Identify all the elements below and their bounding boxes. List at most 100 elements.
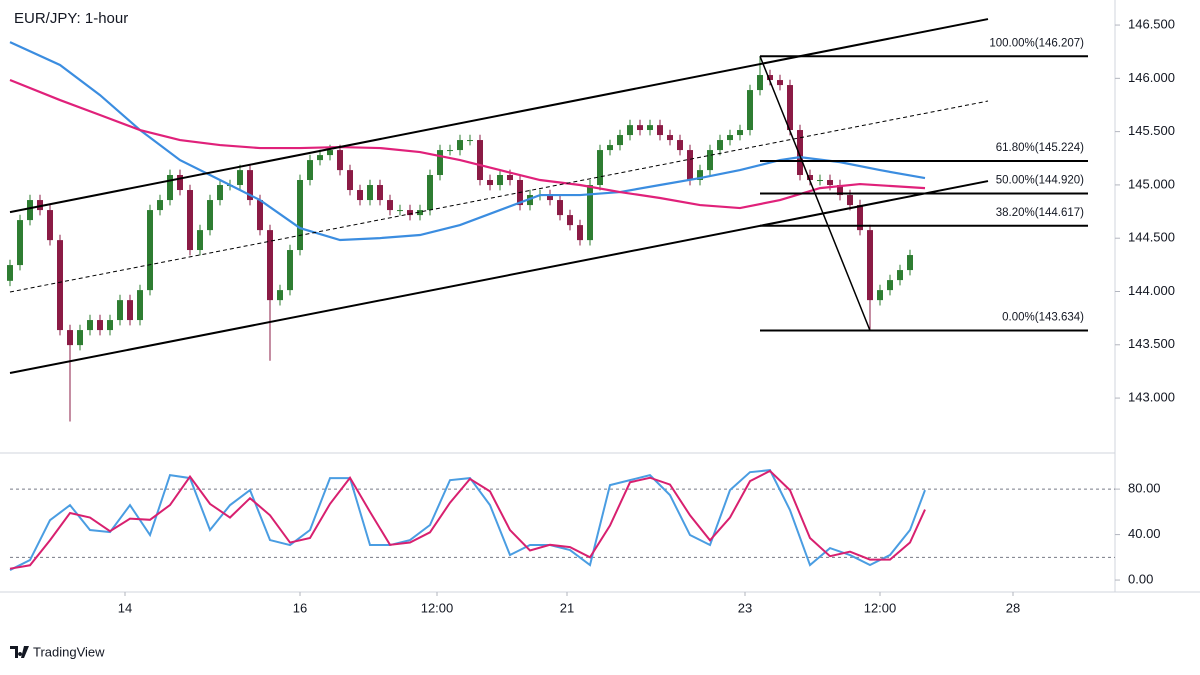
candle-body bbox=[837, 185, 843, 196]
candle-body bbox=[717, 140, 723, 151]
candle-body bbox=[357, 190, 363, 201]
candle-body bbox=[497, 175, 503, 186]
candle-body bbox=[187, 190, 193, 251]
candle-body bbox=[327, 150, 333, 156]
candle-body bbox=[167, 175, 173, 201]
brand-name: TradingView bbox=[33, 644, 105, 659]
x-tick-label: 23 bbox=[738, 600, 752, 615]
fib-label: 50.00%(144.920) bbox=[996, 174, 1084, 186]
y-tick-label: 144.500 bbox=[1128, 230, 1175, 245]
fib-label: 61.80%(145.224) bbox=[996, 142, 1084, 154]
fib-label: 0.00%(143.634) bbox=[1002, 312, 1084, 324]
candle-body bbox=[277, 290, 283, 301]
candle-body bbox=[777, 80, 783, 86]
candle-body bbox=[507, 175, 513, 181]
candle-body bbox=[907, 255, 913, 271]
candle-body bbox=[737, 130, 743, 136]
candle-body bbox=[317, 155, 323, 161]
candle-body bbox=[237, 170, 243, 186]
candle-body bbox=[87, 320, 93, 331]
candle-body bbox=[387, 200, 393, 211]
y-tick-label: 146.500 bbox=[1128, 16, 1175, 31]
candle-body bbox=[407, 210, 413, 216]
candle-body bbox=[887, 280, 893, 291]
candle-body bbox=[657, 125, 663, 136]
candle-body bbox=[207, 200, 213, 231]
candle-body bbox=[117, 300, 123, 321]
fib-trend-line bbox=[759, 55, 871, 331]
candle-body bbox=[307, 160, 313, 181]
candle-body bbox=[827, 180, 833, 186]
candle-body bbox=[287, 250, 293, 291]
candle-body bbox=[607, 145, 613, 151]
candle-body bbox=[367, 185, 373, 201]
candle-body bbox=[17, 220, 23, 266]
fib-label: 38.20%(144.617) bbox=[996, 207, 1084, 219]
candle-body bbox=[257, 200, 263, 231]
candle-body bbox=[817, 180, 823, 182]
x-tick-label: 16 bbox=[293, 600, 307, 615]
channel-line bbox=[9, 18, 989, 214]
channel-line bbox=[9, 180, 989, 375]
channel-midline bbox=[9, 100, 989, 293]
candle-body bbox=[747, 90, 753, 131]
candle-body bbox=[97, 320, 103, 331]
x-tick-label: 12:00 bbox=[864, 600, 897, 615]
candle-body bbox=[767, 75, 773, 81]
candle-body bbox=[47, 210, 53, 241]
candle-body bbox=[587, 185, 593, 241]
oscillator-line bbox=[9, 469, 926, 570]
candle-body bbox=[197, 230, 203, 251]
candle-body bbox=[727, 135, 733, 141]
candle-body bbox=[637, 125, 643, 131]
candle-body bbox=[627, 125, 633, 136]
candle-body bbox=[457, 140, 463, 151]
candle-body bbox=[37, 200, 43, 211]
x-tick-label: 14 bbox=[118, 600, 132, 615]
y-tick-label: 144.000 bbox=[1128, 283, 1175, 298]
candle-body bbox=[757, 75, 763, 91]
y-tick-label: 146.000 bbox=[1128, 70, 1175, 85]
candle-body bbox=[337, 150, 343, 171]
y-tick-label: 40.00 bbox=[1128, 526, 1161, 541]
y-tick-label: 143.500 bbox=[1128, 336, 1175, 351]
candle-body bbox=[247, 170, 253, 201]
candle-body bbox=[127, 300, 133, 321]
candle-body bbox=[687, 150, 693, 181]
fib-label: 100.00%(146.207) bbox=[989, 37, 1084, 49]
candle-body bbox=[597, 150, 603, 186]
candle-body bbox=[577, 225, 583, 241]
candle-body bbox=[857, 205, 863, 231]
candle-body bbox=[557, 200, 563, 216]
candle-body bbox=[397, 210, 403, 212]
candle-body bbox=[707, 150, 713, 171]
y-tick-label: 0.00 bbox=[1128, 571, 1153, 586]
marks: 143.000 143.500 144.000 144.500 145.000 145.5… bbox=[7, 16, 1175, 615]
candle-body bbox=[7, 265, 13, 281]
candle-body bbox=[477, 140, 483, 181]
candle-body bbox=[147, 210, 153, 291]
candle-body bbox=[107, 320, 113, 331]
x-tick-label: 21 bbox=[560, 600, 574, 615]
candle-body bbox=[567, 215, 573, 226]
candle-body bbox=[647, 125, 653, 131]
candle-body bbox=[27, 200, 33, 221]
candle-body bbox=[177, 175, 183, 191]
candle-body bbox=[347, 170, 353, 191]
x-tick-label: 12:00 bbox=[421, 600, 454, 615]
candle-body bbox=[897, 270, 903, 281]
candle-body bbox=[487, 180, 493, 186]
candle-body bbox=[807, 175, 813, 181]
candle-body bbox=[467, 140, 473, 142]
chart-title: EUR/JPY: 1-hour bbox=[14, 10, 128, 27]
candle-body bbox=[417, 210, 423, 216]
candle-body bbox=[787, 85, 793, 131]
y-tick-label: 145.000 bbox=[1128, 176, 1175, 191]
candle-body bbox=[847, 195, 853, 206]
candle-body bbox=[667, 135, 673, 141]
candle-body bbox=[677, 140, 683, 151]
candle-body bbox=[137, 290, 143, 321]
candle-body bbox=[67, 330, 73, 346]
